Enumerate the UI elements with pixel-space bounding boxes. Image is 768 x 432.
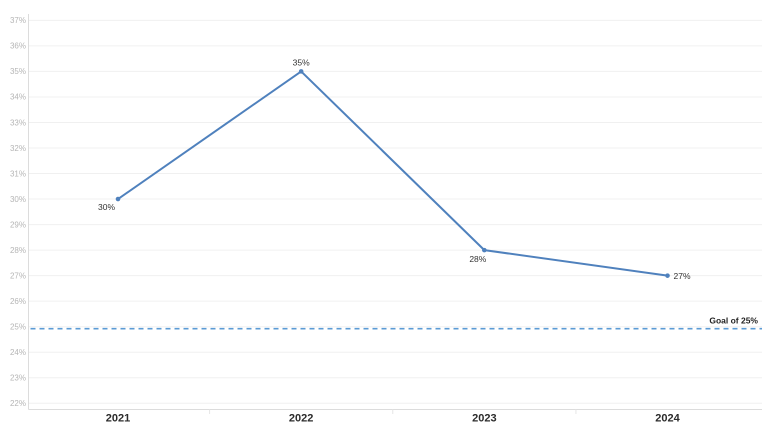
data-point-marker[interactable] <box>115 196 121 202</box>
x-axis-category-label: 2022 <box>289 413 313 425</box>
y-axis-tick-label: 30% <box>10 195 26 204</box>
y-axis-tick-label: 25% <box>10 323 26 332</box>
y-axis-tick-label: 35% <box>10 67 26 76</box>
data-point-marker[interactable] <box>482 247 487 253</box>
data-point-label: 30% <box>98 202 115 212</box>
y-axis-tick-label: 22% <box>10 399 26 408</box>
x-axis-category-label: 2023 <box>472 413 496 425</box>
y-axis-tick-label: 28% <box>10 246 26 255</box>
data-point-label: 28% <box>469 254 486 264</box>
y-axis-tick-label: 27% <box>10 271 26 280</box>
y-axis-tick-label: 36% <box>10 42 26 51</box>
y-axis-tick-label: 26% <box>10 297 26 306</box>
y-axis-tick-label: 23% <box>10 374 26 383</box>
series-line <box>117 70 669 277</box>
y-axis-tick-label: 31% <box>10 169 26 178</box>
x-axis-category-label: 2024 <box>655 413 680 425</box>
y-axis-tick-label: 32% <box>10 144 26 153</box>
y-axis-tick-label: 34% <box>10 93 26 102</box>
x-axis-category-label: 2021 <box>106 413 130 425</box>
y-axis-tick-label: 37% <box>10 16 26 25</box>
y-axis-tick-label: 29% <box>10 220 26 229</box>
data-point-marker[interactable] <box>298 69 304 74</box>
data-point-label: 35% <box>293 57 310 67</box>
data-point-label: 27% <box>674 271 691 281</box>
y-axis-tick-label: 33% <box>10 118 26 127</box>
goal-line-label: Goal of 25% <box>709 316 758 326</box>
y-axis-tick-label: 24% <box>10 348 26 357</box>
data-point-marker[interactable] <box>665 273 670 278</box>
